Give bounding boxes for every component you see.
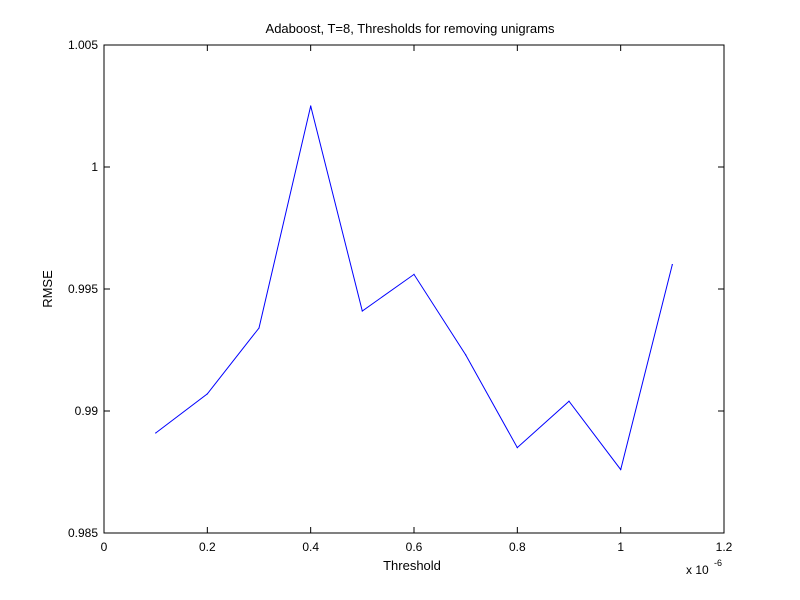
series-layer [155, 105, 673, 471]
data-point [361, 310, 363, 312]
x-tick-label: 0 [101, 540, 108, 554]
y-tick-label: 1.005 [68, 38, 98, 52]
x-tick-label: 0.8 [509, 540, 526, 554]
x-axis-title: Threshold [383, 558, 441, 573]
y-axis-title: RMSE [40, 270, 55, 308]
x-tick-label: 0.4 [302, 540, 319, 554]
data-point [258, 327, 260, 329]
x-tick-label: 1 [617, 540, 624, 554]
x-axis-ticks: 0 0.2 0.4 0.6 0.8 1 1.2 [101, 45, 733, 554]
x-tick-label: 0.2 [199, 540, 216, 554]
data-point [155, 432, 157, 434]
y-axis-ticks: 0.985 0.99 0.995 1 1.005 [68, 38, 724, 540]
data-point [671, 264, 673, 266]
data-point [568, 400, 570, 402]
plot-area [103, 44, 725, 534]
chart-title: Adaboost, T=8, Thresholds for removing u… [266, 21, 555, 36]
x-axis-multiplier: x 10 [686, 563, 709, 577]
x-tick-label: 0.6 [406, 540, 423, 554]
y-tick-label: 1 [91, 160, 98, 174]
data-point [516, 447, 518, 449]
y-tick-label: 0.985 [68, 526, 98, 540]
data-point [206, 393, 208, 395]
data-point [465, 354, 467, 356]
data-point [310, 105, 312, 107]
y-tick-label: 0.995 [68, 282, 98, 296]
y-tick-label: 0.99 [75, 404, 99, 418]
data-point [620, 468, 622, 471]
x-axis-multiplier-exponent: -6 [714, 558, 722, 568]
x-tick-label: 1.2 [716, 540, 733, 554]
data-point [413, 273, 415, 275]
